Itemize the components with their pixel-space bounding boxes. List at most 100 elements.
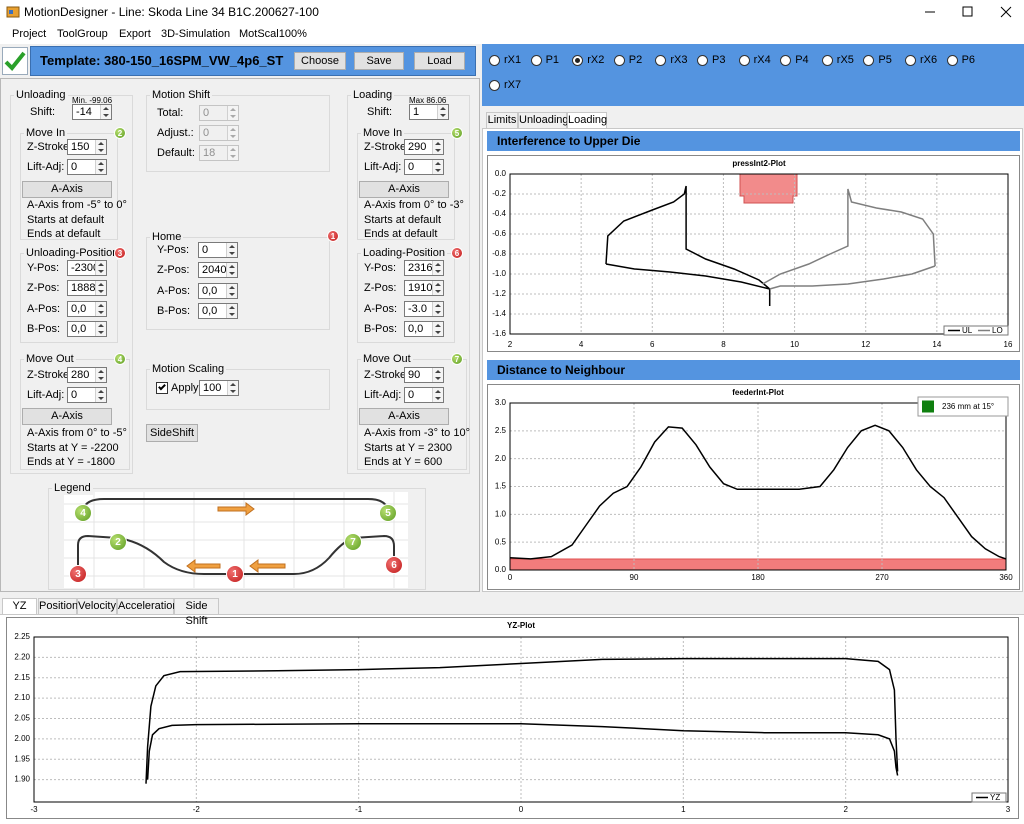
input-box: 0: [199, 105, 239, 121]
input-box[interactable]: 1888: [67, 280, 107, 297]
close[interactable]: [1000, 6, 1012, 18]
input-box[interactable]: 1910: [404, 280, 444, 297]
input-box[interactable]: 290: [404, 139, 444, 155]
radio-label: P4: [795, 54, 809, 66]
radio[interactable]: [780, 55, 792, 66]
badge: 4: [74, 504, 92, 522]
spinner[interactable]: [432, 140, 443, 154]
spinner[interactable]: [432, 281, 443, 296]
input-box[interactable]: 0,0: [67, 320, 107, 337]
button[interactable]: Choose: [294, 52, 346, 70]
spinner[interactable]: [432, 368, 443, 382]
spinner[interactable]: [95, 261, 106, 275]
spin-up: [435, 283, 441, 287]
menu-item[interactable]: MotScal100%: [239, 28, 307, 40]
radio[interactable]: [572, 55, 584, 66]
x-tick-label: 14: [932, 340, 941, 349]
input-box[interactable]: 2040: [198, 262, 238, 279]
spinner[interactable]: [95, 301, 106, 316]
menu-item[interactable]: 3D-Simulation: [161, 28, 231, 40]
input-box[interactable]: 1: [409, 104, 449, 120]
input-box[interactable]: -2300: [67, 260, 107, 276]
input-box[interactable]: 0: [198, 242, 238, 258]
radio[interactable]: [489, 55, 500, 66]
button[interactable]: SideShift: [146, 424, 198, 442]
group-title: Motion Scaling: [150, 362, 227, 376]
tab[interactable]: Limits: [486, 112, 518, 128]
radio[interactable]: [863, 55, 875, 66]
radio[interactable]: [697, 55, 708, 66]
tab[interactable]: Loading: [567, 112, 608, 128]
tab[interactable]: Position: [38, 598, 79, 614]
spin-down: [98, 310, 104, 314]
input-box[interactable]: -3.0: [404, 300, 444, 317]
spinner[interactable]: [226, 243, 237, 257]
spinner[interactable]: [226, 263, 237, 278]
button[interactable]: Save: [354, 52, 404, 70]
radio[interactable]: [905, 55, 916, 66]
input-box[interactable]: 90: [404, 367, 444, 383]
tab[interactable]: Side Shift: [174, 598, 219, 627]
input-box[interactable]: -14: [72, 104, 112, 120]
spinner[interactable]: [95, 160, 106, 174]
input-value: -2300: [71, 262, 100, 274]
spinner[interactable]: [432, 321, 443, 336]
checkbox[interactable]: [156, 382, 168, 394]
spinner[interactable]: [432, 261, 443, 275]
spinner[interactable]: [432, 301, 443, 316]
spinner[interactable]: [100, 105, 111, 119]
note: Ends at Y = -1800: [27, 456, 115, 468]
input-box[interactable]: 0: [404, 159, 444, 175]
button[interactable]: A-Axis: [359, 181, 449, 198]
input-box[interactable]: 0,0: [67, 300, 107, 317]
input-box[interactable]: 0,0: [198, 282, 238, 299]
input-box[interactable]: 0,0: [198, 302, 238, 319]
radio[interactable]: [655, 55, 667, 66]
input-box[interactable]: 150: [67, 139, 107, 155]
button[interactable]: A-Axis: [22, 181, 112, 198]
radio[interactable]: [530, 55, 542, 66]
radio[interactable]: [489, 80, 500, 91]
spinner[interactable]: [437, 105, 448, 119]
y-tick-label: 2.00: [14, 734, 30, 743]
button[interactable]: Load: [414, 52, 465, 70]
radio[interactable]: [946, 55, 958, 66]
tab[interactable]: YZ: [2, 598, 37, 614]
input-box[interactable]: 0,0: [404, 320, 444, 337]
input-box[interactable]: 2316: [404, 260, 444, 276]
y-tick-label: 0.5: [495, 537, 507, 546]
spinner[interactable]: [95, 368, 106, 382]
spinner[interactable]: [95, 140, 106, 154]
input-box[interactable]: 0: [67, 387, 107, 403]
spinner[interactable]: [226, 283, 237, 298]
menu-item[interactable]: Export: [119, 28, 151, 40]
tab[interactable]: Unloading: [518, 112, 569, 128]
radio[interactable]: [613, 55, 625, 66]
spinner[interactable]: [95, 281, 106, 296]
spinner[interactable]: [432, 388, 443, 402]
input-box[interactable]: 280: [67, 367, 107, 383]
tab[interactable]: Velocity: [77, 598, 117, 614]
input-box[interactable]: 100: [199, 380, 239, 396]
x-tick-label: 6: [650, 340, 655, 349]
button[interactable]: A-Axis: [22, 408, 112, 425]
input-box[interactable]: 0: [404, 387, 444, 403]
badge: 7: [344, 533, 362, 551]
spinner[interactable]: [95, 388, 106, 402]
spinner[interactable]: [227, 381, 238, 395]
radio[interactable]: [738, 55, 750, 66]
button[interactable]: A-Axis: [359, 408, 449, 425]
spin-down: [229, 272, 235, 276]
spin-down: [435, 377, 441, 380]
menu-item[interactable]: ToolGroup: [57, 28, 108, 40]
radio-label: rX6: [920, 54, 938, 66]
spinner[interactable]: [432, 160, 443, 174]
spinner[interactable]: [226, 303, 237, 318]
spinner[interactable]: [95, 321, 106, 336]
menu-item[interactable]: Project: [12, 28, 47, 40]
radio[interactable]: [821, 55, 833, 66]
tab[interactable]: Acceleration: [117, 598, 179, 614]
input-box[interactable]: 0: [67, 159, 107, 175]
maximize[interactable]: [962, 6, 973, 17]
window-controls[interactable]: [918, 0, 1024, 24]
